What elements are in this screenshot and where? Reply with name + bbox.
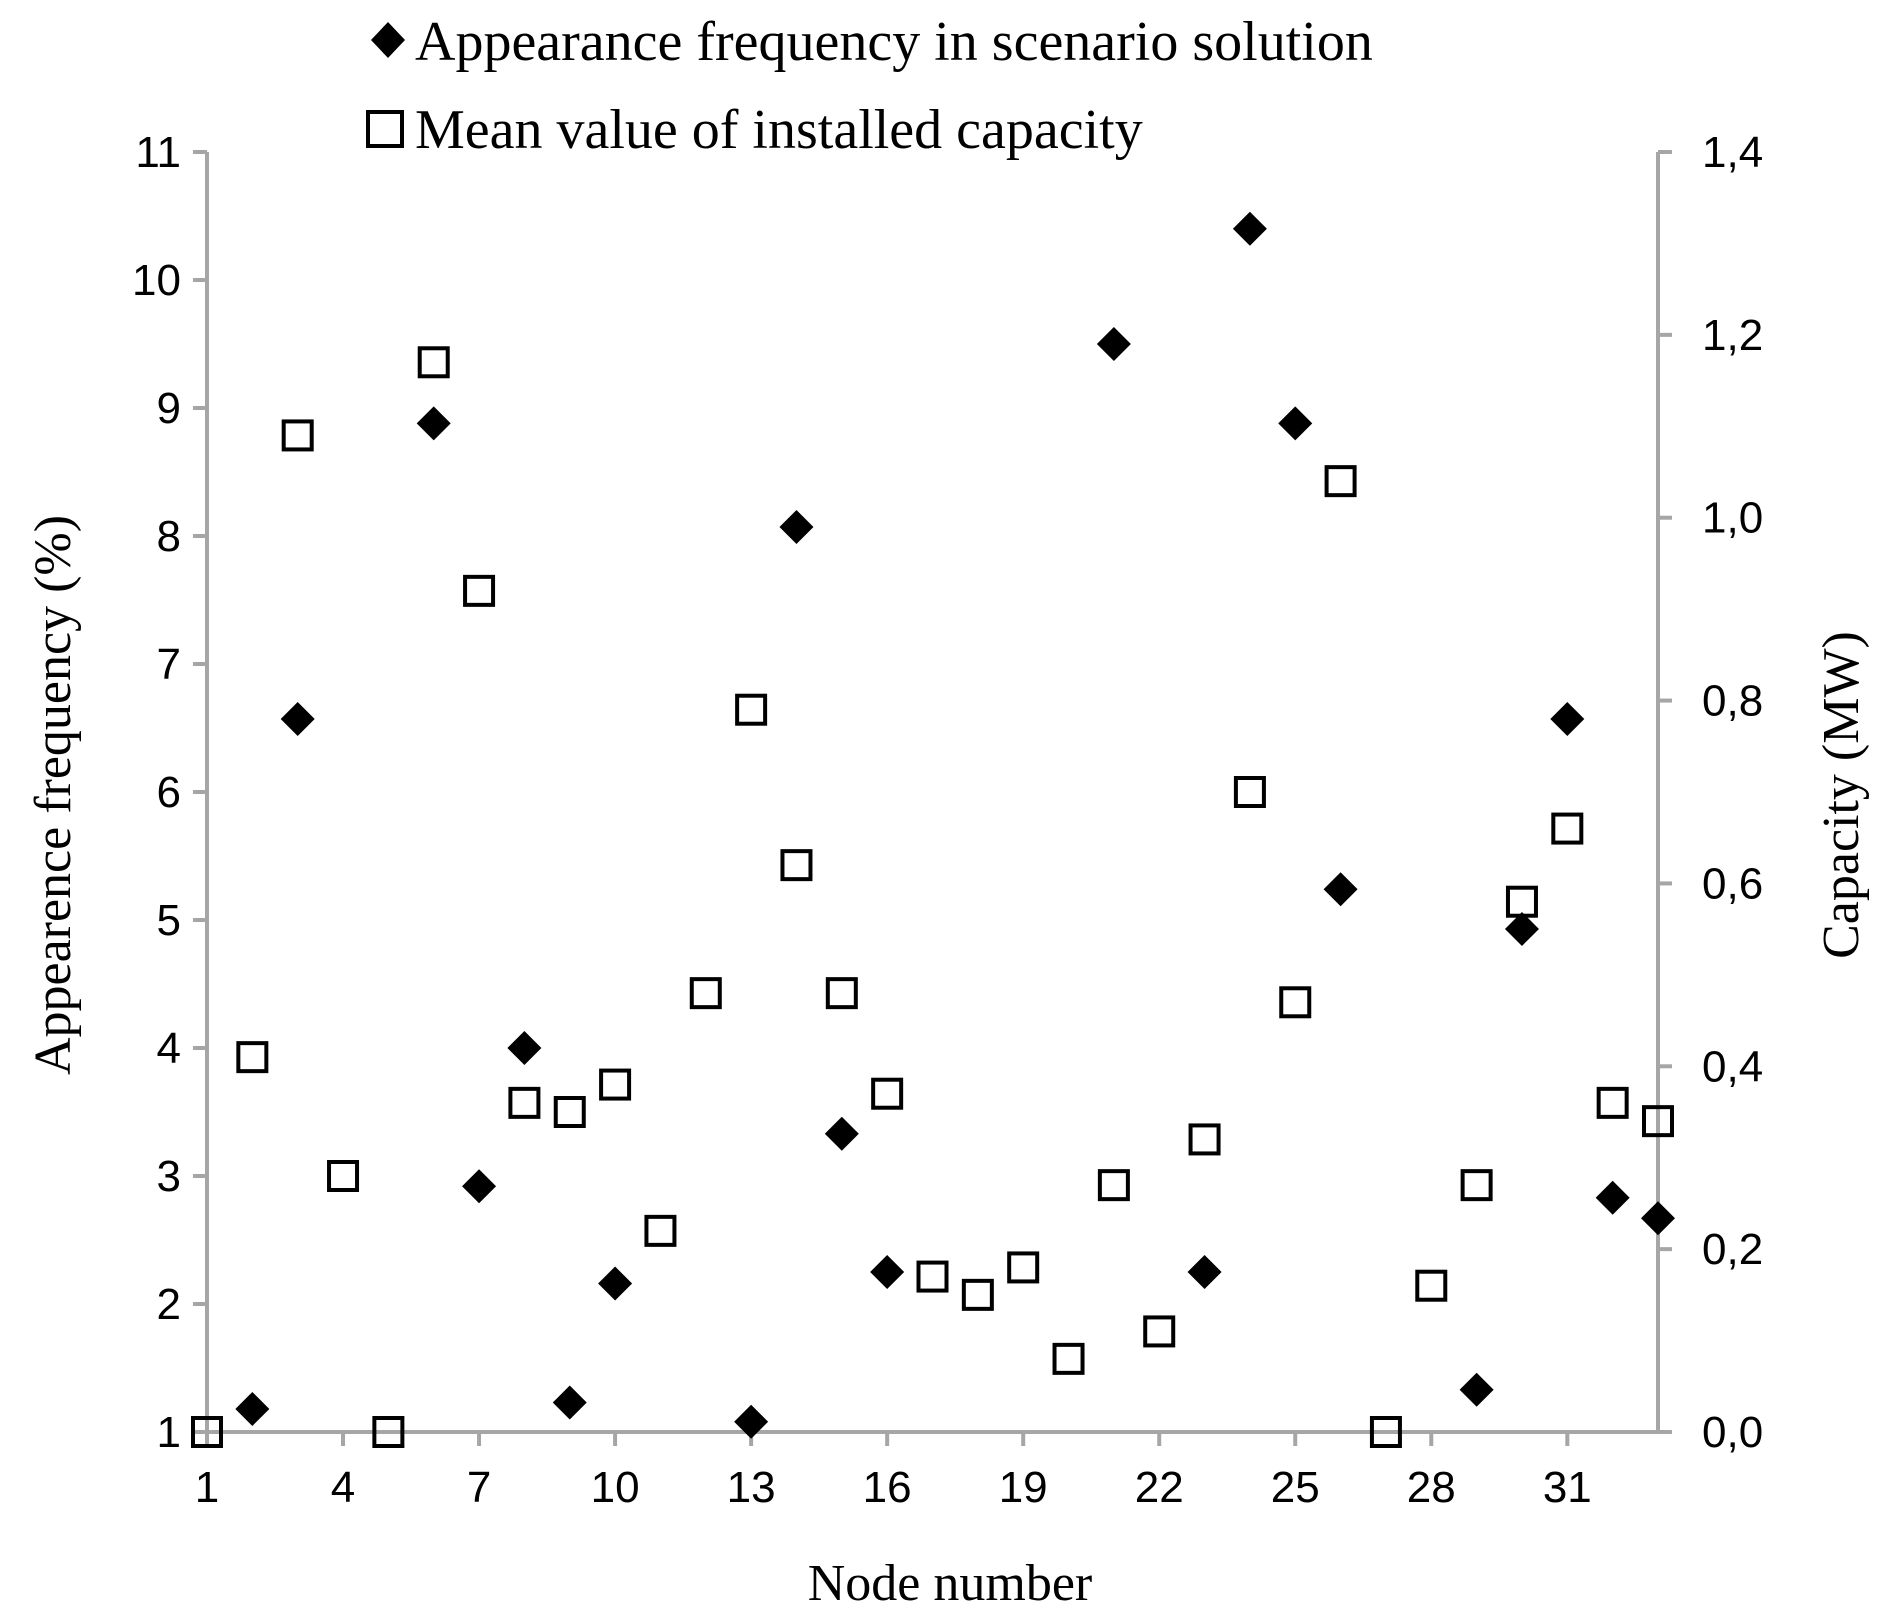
y-tick-label: 5 [157, 896, 181, 945]
y2-axis-title: Capacity (MW) [1813, 631, 1870, 959]
frequency-point [1459, 1372, 1494, 1407]
frequency-point [1187, 1255, 1222, 1289]
frequency-point [779, 510, 814, 545]
frequency-point [1278, 406, 1313, 441]
y2-tick-label: 0,0 [1702, 1408, 1763, 1457]
y-tick-label: 7 [157, 640, 181, 689]
y-tick-label: 3 [157, 1152, 181, 1201]
y-tick-label: 11 [135, 128, 181, 177]
capacity-point [1143, 1315, 1176, 1348]
y-axis-title: Appearence frequency (%) [25, 515, 82, 1075]
x-axis-title: Node number [808, 1555, 1092, 1612]
capacity-point [553, 1096, 586, 1128]
left-axis-ticks: 1 2 3 4 5 6 7 8 9 10 11 [132, 128, 207, 1457]
frequency-point [1096, 327, 1131, 361]
capacity-point [735, 693, 768, 726]
capacity-point [1460, 1169, 1493, 1202]
frequency-point [824, 1116, 859, 1151]
capacity-point [463, 574, 496, 607]
x-tick-label: 19 [999, 1463, 1048, 1512]
frequency-point [416, 406, 451, 441]
x-tick-label: 25 [1271, 1463, 1320, 1512]
y2-tick-label: 0,4 [1702, 1042, 1763, 1091]
y2-tick-label: 1,2 [1702, 311, 1763, 360]
capacity-point [372, 1416, 405, 1448]
capacity-point [1279, 986, 1312, 1019]
series-frequency [235, 211, 1675, 1439]
capacity-point [1188, 1123, 1221, 1156]
y-tick-label: 2 [157, 1280, 181, 1329]
y2-tick-label: 1,4 [1702, 128, 1763, 177]
legend: Appearance frequency in scenario solutio… [366, 11, 1373, 161]
x-tick-label: 28 [1407, 1463, 1456, 1512]
series-capacity [191, 346, 1674, 1448]
capacity-point [1415, 1269, 1448, 1302]
legend-square-icon [366, 110, 404, 148]
x-tick-label: 31 [1543, 1463, 1592, 1512]
capacity-point [644, 1214, 677, 1247]
y-tick-label: 8 [157, 512, 181, 561]
x-tick-label: 1 [195, 1463, 219, 1512]
frequency-point [280, 702, 315, 737]
capacity-point [1642, 1105, 1674, 1138]
x-tick-label: 13 [727, 1463, 776, 1512]
y-tick-label: 10 [132, 256, 181, 305]
x-tick-label: 22 [1135, 1463, 1184, 1512]
capacity-point [236, 1041, 269, 1074]
legend-label-frequency: Appearance frequency in scenario solutio… [415, 11, 1373, 73]
capacity-point [1551, 812, 1584, 845]
x-tick-label: 4 [331, 1463, 355, 1512]
right-axis-ticks: 0,0 0,2 0,4 0,6 0,8 1,0 1,2 1,4 [1658, 128, 1763, 1457]
y2-tick-label: 1,0 [1702, 494, 1763, 543]
y-tick-label: 4 [157, 1024, 181, 1073]
capacity-point [1324, 465, 1357, 498]
capacity-point [1369, 1416, 1402, 1448]
y-tick-label: 6 [157, 768, 181, 817]
capacity-point [508, 1086, 541, 1119]
capacity-point [1007, 1251, 1040, 1284]
y2-tick-label: 0,2 [1702, 1225, 1763, 1274]
capacity-point [871, 1077, 904, 1110]
frequency-point [1232, 211, 1267, 246]
legend-label-capacity: Mean value of installed capacity [415, 99, 1143, 161]
capacity-point [1596, 1086, 1629, 1119]
capacity-point [417, 346, 450, 379]
y2-tick-label: 0,6 [1702, 859, 1763, 908]
capacity-point [191, 1416, 223, 1448]
capacity-point [1097, 1169, 1130, 1202]
capacity-point [599, 1068, 632, 1101]
legend-diamond-icon [371, 22, 405, 58]
capacity-point [780, 849, 813, 882]
capacity-point [916, 1260, 949, 1293]
capacity-point [327, 1160, 360, 1192]
x-tick-label: 7 [467, 1463, 491, 1512]
capacity-point [1505, 885, 1538, 918]
frequency-point [507, 1031, 542, 1065]
y2-tick-label: 0,8 [1702, 677, 1763, 726]
frequency-point [235, 1391, 270, 1426]
frequency-point [1504, 911, 1539, 946]
frequency-point [870, 1255, 905, 1289]
x-tick-label: 10 [591, 1463, 640, 1512]
y-tick-label: 1 [157, 1408, 181, 1457]
capacity-point [825, 977, 858, 1010]
axes: 1 2 3 4 5 6 7 8 9 10 11 0,0 0,2 0,4 0,6 0,8 1,0 1,2 1,4 1… [132, 128, 1763, 1512]
frequency-point [1595, 1180, 1630, 1215]
frequency-point [598, 1266, 633, 1301]
capacity-point [1233, 776, 1266, 808]
frequency-point [462, 1169, 497, 1204]
bottom-axis-ticks: 1 4 7 10 13 16 19 22 25 28 31 [195, 1432, 1592, 1512]
frequency-point [1323, 872, 1358, 907]
y-tick-label: 9 [157, 384, 181, 433]
x-tick-label: 16 [863, 1463, 912, 1512]
capacity-point [281, 419, 314, 452]
frequency-point [1641, 1201, 1675, 1236]
frequency-point [734, 1404, 769, 1439]
frequency-point [552, 1385, 587, 1420]
capacity-point [689, 977, 722, 1010]
capacity-point [1052, 1342, 1085, 1375]
capacity-point [961, 1278, 994, 1311]
frequency-point [1550, 702, 1585, 737]
